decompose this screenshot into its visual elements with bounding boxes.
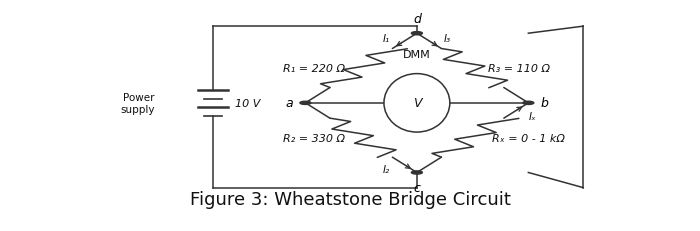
Circle shape (523, 102, 534, 105)
Text: Figure 3: Wheatstone Bridge Circuit: Figure 3: Wheatstone Bridge Circuit (190, 190, 510, 208)
Text: d: d (413, 13, 421, 26)
Text: R₂ = 330 Ω: R₂ = 330 Ω (284, 133, 346, 143)
Text: R₁ = 220 Ω: R₁ = 220 Ω (284, 64, 346, 74)
Text: Rₓ = 0 - 1 kΩ: Rₓ = 0 - 1 kΩ (491, 133, 564, 143)
Text: 10 V: 10 V (234, 98, 260, 108)
Text: I₃: I₃ (444, 34, 451, 44)
Circle shape (412, 171, 422, 174)
Circle shape (300, 102, 311, 105)
Text: R₃ = 110 Ω: R₃ = 110 Ω (489, 64, 550, 74)
Text: c: c (414, 181, 420, 194)
Text: I₁: I₁ (383, 34, 390, 44)
Text: Iₓ: Iₓ (528, 112, 536, 122)
Text: a: a (286, 97, 293, 110)
Text: Power
supply: Power supply (120, 93, 155, 114)
Text: I₂: I₂ (383, 164, 390, 174)
Ellipse shape (384, 74, 450, 133)
Text: DMM: DMM (403, 50, 430, 60)
Text: V: V (412, 97, 421, 110)
Circle shape (412, 32, 422, 36)
Ellipse shape (384, 74, 450, 133)
Text: b: b (540, 97, 549, 110)
